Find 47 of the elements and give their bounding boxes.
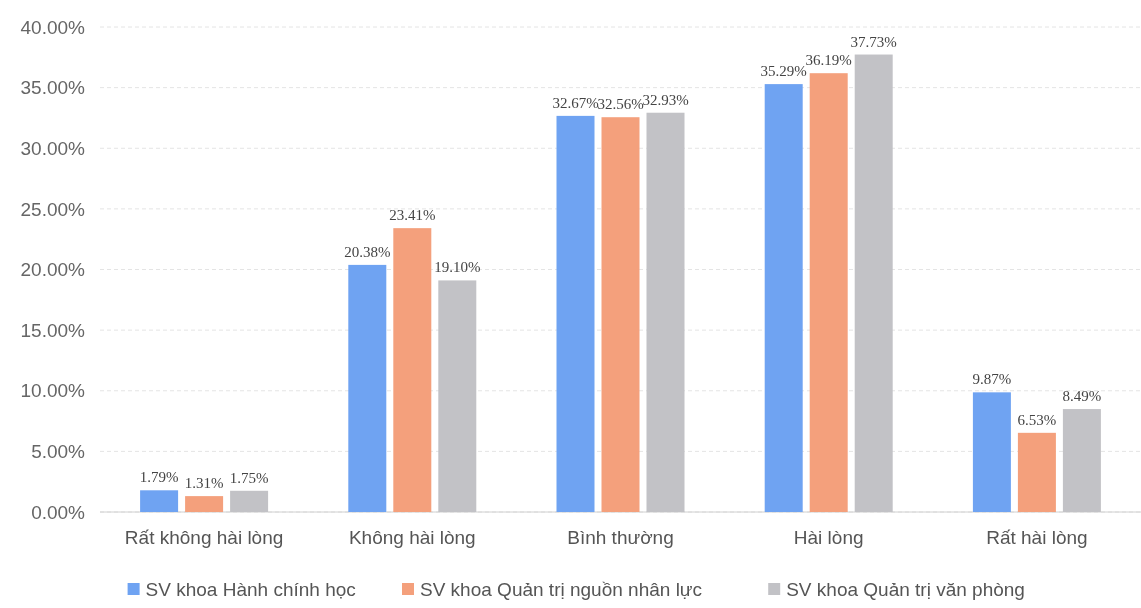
bar (972, 392, 1011, 512)
bar (854, 54, 893, 512)
y-tick-label: 20.00% (20, 259, 86, 281)
data-label: 32.67% (552, 94, 599, 111)
bar (1062, 409, 1101, 512)
x-tick-label: Hài lòng (793, 527, 864, 548)
data-label: 37.73% (850, 33, 897, 50)
bar (1017, 432, 1056, 512)
data-label: 19.10% (434, 259, 481, 276)
y-tick-label: 5.00% (31, 441, 86, 463)
bar (556, 115, 595, 512)
data-label: 23.41% (389, 207, 436, 224)
bar (230, 490, 269, 512)
bar (185, 496, 224, 512)
bar (393, 228, 432, 512)
bar (438, 280, 477, 512)
data-label: 9.87% (972, 371, 1012, 388)
y-tick-label: 30.00% (20, 137, 86, 159)
data-label: 20.38% (344, 243, 391, 260)
y-tick-label: 0.00% (31, 501, 86, 523)
x-tick-label: Không hài lòng (348, 527, 476, 548)
data-label: 36.19% (805, 52, 852, 69)
data-label: 32.93% (642, 91, 689, 108)
y-tick-label: 25.00% (20, 198, 86, 220)
x-tick-label: Rất hài lòng (986, 527, 1088, 548)
data-label: 1.75% (229, 469, 269, 486)
bar (601, 117, 640, 512)
bar (809, 73, 848, 512)
data-label: 1.79% (139, 469, 179, 486)
x-tick-label: Bình thường (567, 527, 674, 548)
bar (646, 112, 685, 512)
bar (348, 264, 387, 512)
x-tick-label: Rất không hài lòng (124, 527, 284, 548)
bar (764, 84, 803, 512)
data-label: 8.49% (1062, 388, 1102, 405)
data-label: 6.53% (1017, 411, 1057, 428)
data-label: 1.31% (184, 475, 224, 492)
bar (140, 490, 179, 512)
legend-label: SV khoa Quản trị nguồn nhân lực (420, 579, 703, 600)
y-tick-label: 15.00% (20, 319, 86, 341)
data-label: 32.56% (597, 96, 644, 113)
legend-label: SV khoa Quản trị văn phòng (786, 579, 1025, 600)
y-tick-label: 10.00% (20, 380, 86, 402)
legend-label: SV khoa Hành chính học (145, 579, 356, 600)
data-label: 35.29% (760, 63, 807, 80)
y-tick-label: 35.00% (20, 77, 86, 99)
y-tick-label: 40.00% (20, 16, 86, 38)
